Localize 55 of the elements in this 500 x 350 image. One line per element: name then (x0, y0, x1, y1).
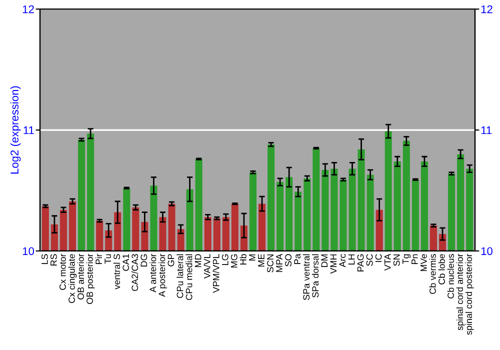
y-tick-label: 11 (24, 126, 34, 134)
x-tick-label: Arc (339, 254, 346, 268)
x-tick-label: SPa dorsal (312, 254, 319, 298)
x-tick-label: VMH (330, 254, 337, 274)
y2-tick-label: 11 (481, 126, 492, 134)
y-axis-title: Log2 (expression) (10, 86, 21, 174)
x-tick-label: MD (194, 254, 202, 268)
x-tick-label: CPu medial (186, 254, 192, 300)
x-tick-label: SPa ventral (302, 254, 310, 300)
x-tick-label: Pir (95, 254, 102, 264)
x-tick-label: Cx motor (59, 254, 66, 290)
x-tick-label: Pa (294, 254, 301, 264)
x-tick-label: VA/VL (204, 254, 210, 279)
x-tick-label: SN (393, 254, 400, 266)
y2-tick-label: 10 (481, 247, 492, 256)
x-tick-label: CA2/CA3 (131, 254, 138, 291)
y-tick-label: 10 (22, 247, 34, 256)
x-tick-label: CPu lateral (176, 254, 184, 298)
x-tick-label: LS (41, 254, 48, 264)
x-tick-label: DG (140, 254, 148, 267)
x-tick-label: Tu (104, 254, 112, 264)
x-tick-label: RS (50, 254, 57, 266)
x-tick-label: IC (375, 254, 382, 262)
x-tick-label: SO (285, 254, 292, 266)
x-tick-label: ME (258, 254, 264, 267)
x-tick-label: spinal cord posterior (465, 254, 474, 335)
x-tick-label: Cb lobe (438, 254, 445, 284)
x-tick-label: LH (348, 254, 355, 265)
x-tick-label: Cx cingulate (68, 254, 77, 303)
x-tick-label: GP (168, 254, 174, 266)
x-tick-label: Cb vermis (429, 254, 436, 294)
x-tick-label: CA1 (122, 254, 130, 271)
x-tick-label: ventral S (113, 254, 120, 290)
x-tick-label: M (249, 254, 256, 261)
x-tick-label: OB posterior (86, 254, 95, 304)
x-tick-label: SCN (267, 254, 274, 272)
x-tick-label: VPM/VPL (212, 254, 220, 293)
x-tick-label: DM (321, 254, 328, 268)
x-tick-label: MVe (420, 254, 427, 272)
y-tick-label: 12 (22, 5, 34, 14)
x-tick-label: LG (222, 254, 228, 266)
x-tick-label: Tg (402, 254, 411, 264)
x-tick-label: VTA (384, 254, 391, 271)
y2-tick-label: 12 (481, 5, 492, 14)
x-tick-label: Hb (240, 254, 246, 265)
x-tick-label: SC (366, 254, 373, 266)
x-tick-label: spinal cord anterior (456, 254, 465, 330)
x-tick-label: MG (230, 254, 238, 268)
x-tick-label: A posterior (158, 254, 167, 297)
x-tick-label: PAG (357, 254, 364, 272)
x-tick-label: MPA (276, 254, 282, 272)
x-tick-label: Cb nucleus (447, 254, 454, 298)
x-tick-label: OB anterior (77, 254, 84, 300)
x-tick-label: Pn (412, 254, 418, 264)
x-tick-label: A anterior (150, 254, 156, 292)
